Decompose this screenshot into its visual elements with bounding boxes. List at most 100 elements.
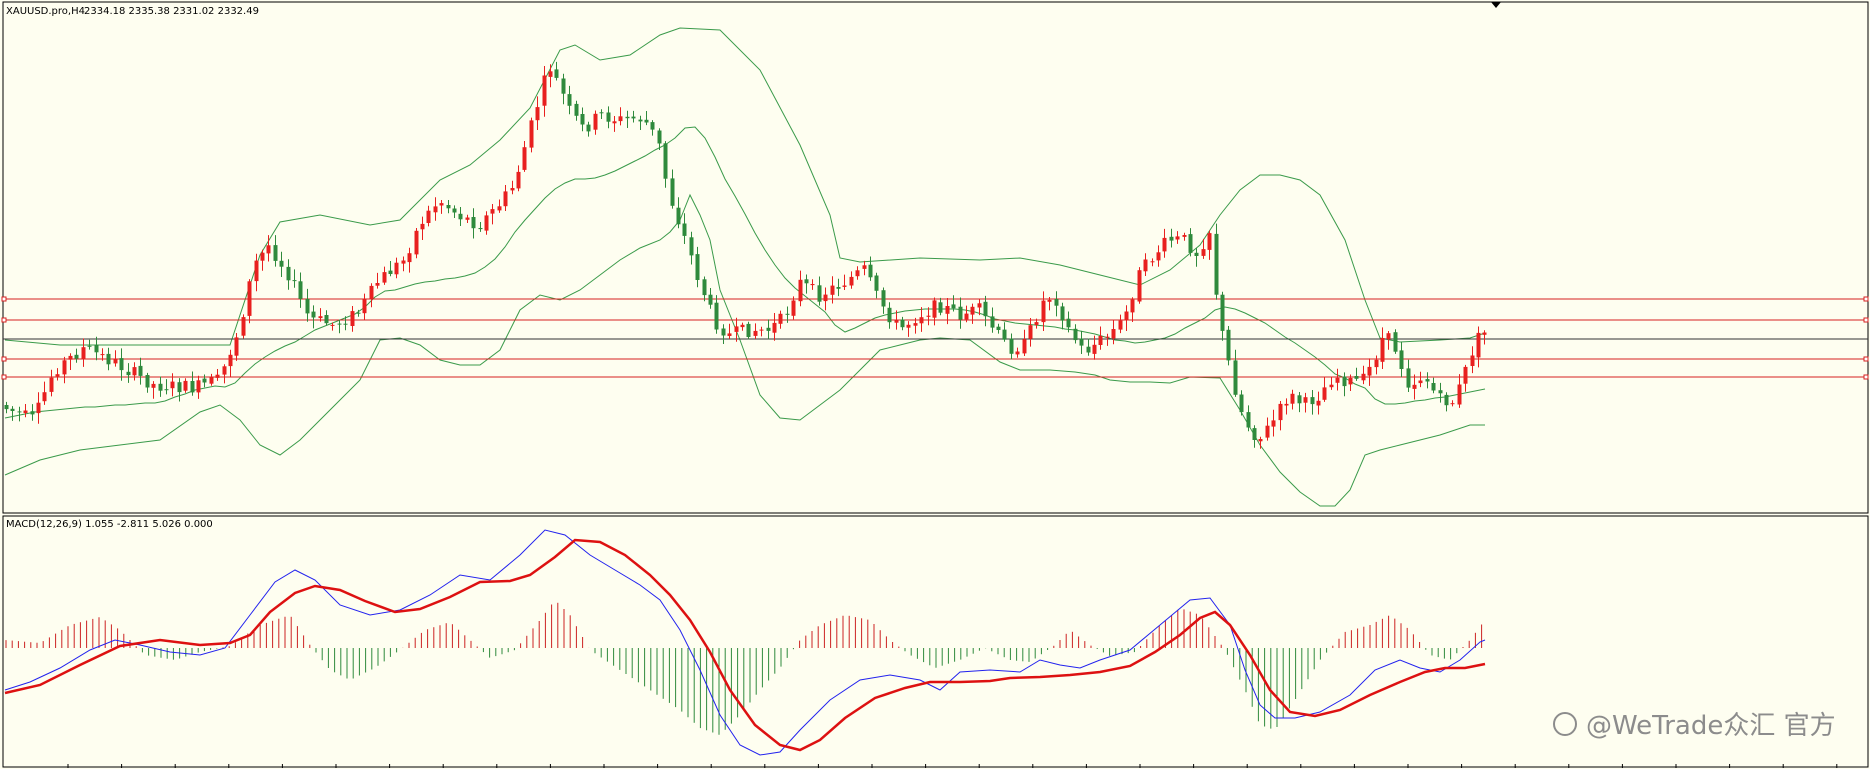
candle-body [433,206,438,213]
candle-body [350,311,355,326]
candle-body [695,254,700,280]
candle-body [689,237,694,256]
candle-body [574,103,579,116]
candle-body [766,327,771,331]
candle-body [1188,234,1193,253]
candle-body [394,262,399,275]
candle-body [151,383,156,388]
candle-body [138,365,143,376]
candle-body [1438,390,1443,394]
candle-body [631,116,636,119]
candle-body [241,317,246,336]
candle-body [446,205,451,209]
candle-body [1028,325,1033,339]
macd-panel-frame [2,515,1869,768]
bollinger-middle-band [4,126,1486,419]
candle-body [1457,384,1462,405]
candle-body [484,215,489,231]
candle-body [599,112,604,114]
candle-body [42,392,47,402]
candle-body [708,294,713,305]
level-handle-right-4 [1863,374,1869,380]
candle-body [586,124,591,132]
candle-body [785,313,790,315]
candle-body [804,279,809,284]
candle-body [145,375,150,388]
candle-body [625,116,630,119]
candle-body [305,298,310,314]
ohlc-label: 2334.18 2335.38 2331.02 2332.49 [84,6,259,17]
candle-body [439,203,444,206]
candle-body [810,284,815,286]
candle-body [1412,384,1417,389]
candle-body [618,116,623,122]
candle-body [644,119,649,123]
candle-body [369,285,374,299]
candle-body [1015,351,1020,355]
candle-body [548,71,553,77]
candle-body [1476,332,1481,358]
candle-body [414,230,419,255]
candle-body [1246,412,1251,428]
candle-body [1105,336,1110,338]
candle-body [183,380,188,391]
candle-body [823,294,828,302]
candle-body [49,377,54,392]
candle-body [74,354,79,359]
level-handle-left-4 [1,374,7,380]
candle-body [1303,397,1308,403]
candle-body [343,323,348,325]
candle-body [958,306,963,320]
candle-body [670,178,675,206]
candle-body [561,78,566,94]
candle-body [919,317,924,324]
bollinger-upper-band [4,27,1486,346]
candle-body [1335,377,1340,383]
candle-body [1354,376,1359,379]
candle-body [23,410,28,414]
candle-body [1310,397,1315,405]
candle-body [1002,329,1007,340]
candle-body [119,358,124,371]
candle-body [190,381,195,393]
candle-body [1073,328,1078,341]
candle-body [1470,355,1475,366]
candle-body [215,374,220,378]
candle-body [228,354,233,367]
candle-body [951,304,956,309]
candle-body [887,307,892,323]
candle-body [298,281,303,299]
candle-body [945,306,950,314]
candle-body [900,319,905,328]
candle-body [1194,252,1199,256]
candle-body [362,299,367,314]
candle-body [286,266,291,281]
candle-body [196,380,201,393]
candle-body [970,306,975,315]
candle-body [1092,344,1097,354]
candle-body [478,228,483,230]
candle-body [1418,380,1423,384]
chart-shift-marker-icon[interactable] [1491,2,1501,8]
candle-body [740,324,745,328]
candle-body [426,210,431,223]
macd-label: MACD(12,26,9) 1.055 -2.811 5.026 0.000 [6,519,213,530]
candle-body [1054,299,1059,306]
candle-body [164,389,169,391]
candle-body [964,313,969,320]
candle-body [727,333,732,336]
candle-body [209,377,214,384]
candle-body [874,275,879,291]
candle-body [932,300,937,318]
candle-body [158,383,163,391]
symbol-label: XAUUSD.pro,H4 [6,6,85,17]
candles [4,61,1487,449]
candle-body [759,329,764,331]
candle-body [1086,346,1091,353]
candle-body [580,114,585,125]
candle-body [202,378,207,383]
candle-body [81,347,86,360]
candle-body [1380,338,1385,362]
